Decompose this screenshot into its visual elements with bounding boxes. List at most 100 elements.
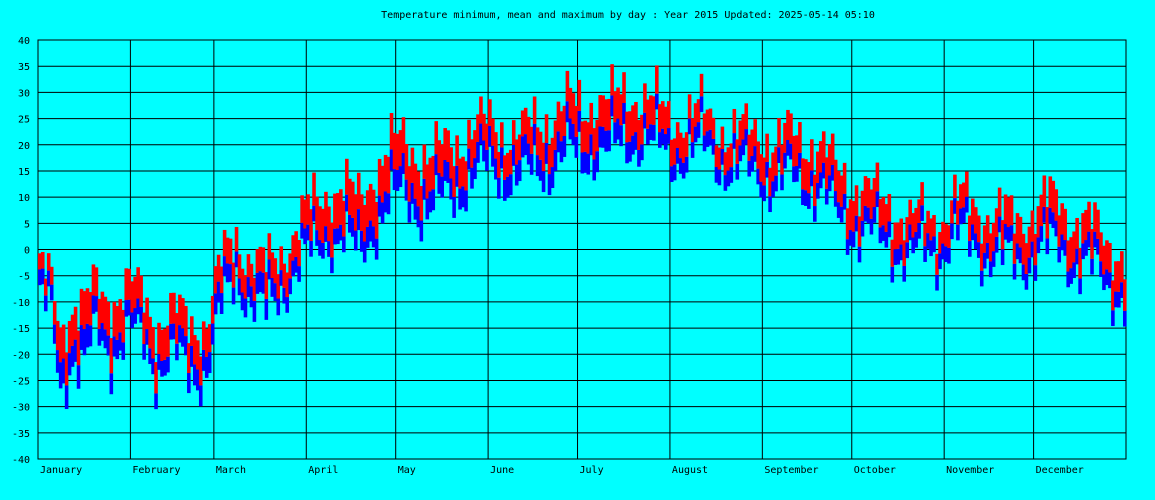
day-bar-high: [154, 362, 158, 394]
day-bar-low: [699, 96, 704, 113]
day-bar-low: [1039, 226, 1044, 242]
day-bar-low: [1018, 247, 1023, 264]
day-bar-low: [714, 166, 719, 183]
day-bar-low: [279, 270, 284, 286]
day-bar-high: [124, 268, 129, 301]
day-bar-high: [744, 103, 749, 130]
x-axis-months: January February March April May June July Augu…: [40, 465, 1084, 476]
day-bar-high: [708, 108, 713, 130]
day-bar-low: [213, 293, 218, 315]
day-bar-low: [935, 274, 939, 291]
day-bar-low: [169, 323, 173, 340]
day-bar-high: [798, 122, 802, 153]
day-bar-low: [187, 373, 191, 394]
day-bar-low: [1003, 223, 1008, 240]
day-bar-high: [693, 103, 698, 127]
day-bar-low: [634, 132, 638, 150]
day-bar-low: [309, 240, 313, 257]
day-bar-high: [169, 292, 173, 324]
day-bar-high: [452, 166, 456, 197]
day-bar-low: [544, 142, 549, 164]
day-bar-high: [1075, 217, 1079, 249]
y-tick-label: 0: [24, 246, 30, 257]
day-bar-low: [1096, 238, 1100, 255]
day-bar-low: [1108, 272, 1112, 289]
day-bar-high: [553, 120, 558, 150]
day-bar-low: [321, 242, 325, 259]
day-bar-low: [148, 348, 152, 365]
day-bar-high: [950, 200, 954, 224]
day-bar-low: [452, 196, 456, 218]
day-bar-high: [750, 129, 754, 157]
day-bar-high: [726, 147, 731, 171]
day-bar-high: [860, 190, 865, 221]
day-bar-low: [625, 142, 629, 164]
day-bar-high: [923, 223, 927, 247]
day-bar-low: [470, 167, 474, 189]
day-bar-low: [711, 138, 716, 155]
day-bar-low: [899, 244, 904, 261]
day-bar-low: [70, 345, 75, 367]
day-bar-low: [959, 208, 963, 225]
day-bar-low: [1090, 258, 1094, 275]
day-bar-low: [151, 358, 155, 375]
day-bar-low: [786, 140, 790, 156]
day-bar-high: [968, 215, 972, 242]
day-bar-low: [240, 292, 245, 311]
day-bar-high: [342, 200, 346, 237]
day-bar-low: [333, 228, 337, 245]
day-bar-low: [976, 242, 981, 258]
day-bar-low: [184, 336, 188, 356]
day-bar-low: [324, 226, 328, 242]
day-bar-low: [401, 153, 406, 174]
day-bar-low: [106, 335, 111, 356]
day-bar-high: [88, 292, 93, 326]
day-bar-high: [228, 238, 233, 265]
day-bar-high: [1084, 209, 1088, 241]
day-bar-low: [1072, 262, 1076, 279]
day-bar-high: [663, 106, 668, 135]
day-bar-high: [854, 185, 859, 216]
day-bar-high: [771, 152, 775, 182]
day-bar-low: [118, 332, 123, 351]
day-bar-low: [574, 136, 579, 158]
day-bar-low: [458, 188, 462, 210]
day-bar-low: [145, 329, 149, 345]
day-bar-high: [1078, 247, 1082, 279]
day-bar-low: [660, 128, 665, 145]
day-bar-high: [1087, 201, 1091, 232]
x-tick-label: July: [580, 465, 604, 476]
day-bar-low: [157, 354, 161, 370]
day-bar-high: [240, 268, 245, 293]
day-bar-high: [198, 356, 203, 386]
day-bar-high: [97, 298, 102, 329]
day-bar-low: [503, 179, 507, 201]
day-bar-high: [881, 197, 886, 226]
chart-title: Temperature minimum, mean and maximum by…: [381, 10, 875, 21]
day-bar-low: [735, 163, 740, 180]
day-bar-low: [1027, 257, 1032, 274]
day-bar-high: [574, 106, 579, 137]
day-bar-low: [991, 251, 996, 267]
day-bar-low: [604, 130, 608, 152]
day-bar-low: [488, 125, 492, 147]
day-bar-low: [1099, 261, 1103, 277]
day-bar-low: [73, 339, 78, 362]
day-bar-low: [687, 118, 692, 135]
day-bar-low: [359, 230, 364, 252]
day-bar-low: [908, 224, 912, 241]
day-bar-low: [1087, 231, 1091, 248]
day-bar-high: [827, 144, 832, 176]
day-bar-low: [956, 224, 960, 241]
day-bar-high: [1081, 213, 1085, 244]
day-bar-low: [705, 131, 710, 147]
day-bar-high: [407, 166, 412, 202]
x-tick-label: February: [132, 465, 180, 476]
day-bar-high: [622, 72, 626, 103]
day-bar-low: [383, 191, 388, 213]
day-bar-low: [55, 350, 60, 373]
day-bar-low: [589, 134, 594, 156]
day-bar-high: [383, 154, 388, 192]
day-bar-high: [899, 218, 904, 245]
day-bar-low: [592, 159, 597, 181]
